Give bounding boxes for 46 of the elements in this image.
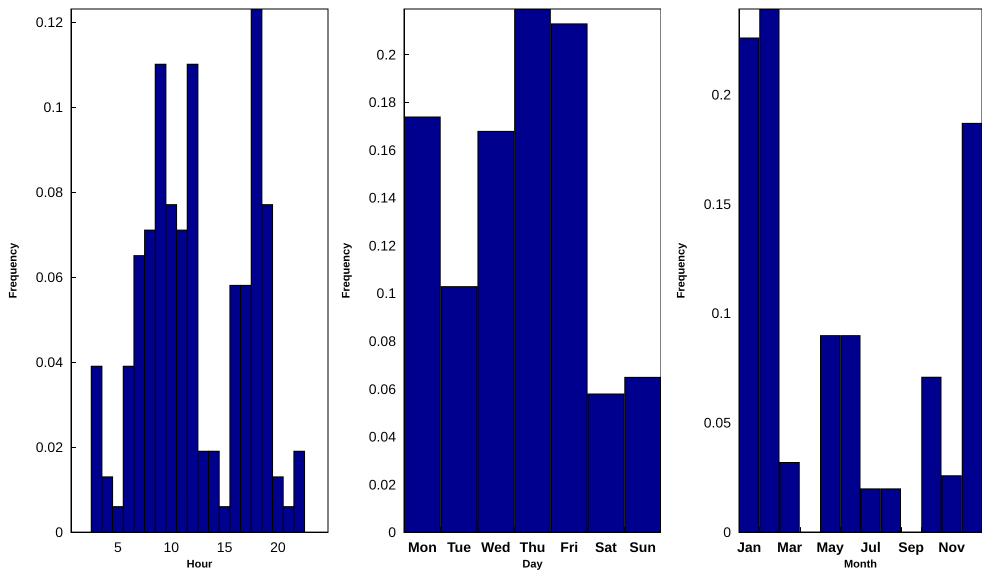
x-tick-label: 20 xyxy=(270,539,286,556)
y-tick-label: 0.02 xyxy=(368,476,396,492)
x-tick-label: Jan xyxy=(737,539,762,556)
y-tick-label: 0.08 xyxy=(36,184,64,200)
x-tick-label: Sep xyxy=(898,539,924,556)
x-tick-label: Fri xyxy=(560,539,578,556)
y-tick-label: 0 xyxy=(55,524,64,540)
x-tick-label: Mar xyxy=(777,539,803,556)
y-tick-label: 0.06 xyxy=(368,380,396,397)
x-tick-label: Thu xyxy=(520,539,546,556)
y-tick-label: 0.15 xyxy=(704,196,732,212)
x-axis-title: Day xyxy=(522,558,544,570)
x-tick-label: 15 xyxy=(216,539,233,556)
y-axis-title: Frequency xyxy=(340,242,352,298)
x-tick-label: Nov xyxy=(938,539,966,556)
x-tick-label: Jul xyxy=(860,539,881,556)
y-tick-label: 0.04 xyxy=(36,354,64,370)
y-tick-label: 0.2 xyxy=(712,86,732,102)
y-tick-label: 0.04 xyxy=(368,428,396,445)
x-axis-title: Month xyxy=(844,558,878,570)
y-tick-label: 0.08 xyxy=(368,333,396,350)
y-tick-label: 0.14 xyxy=(368,190,396,206)
y-tick-label: 0.1 xyxy=(376,285,396,302)
y-tick-label: 0.12 xyxy=(36,14,64,30)
x-tick-label: Tue xyxy=(447,539,472,556)
y-axis-title: Frequency xyxy=(8,242,20,298)
x-tick-label: 5 xyxy=(114,539,122,556)
x-tick-label: 10 xyxy=(163,539,180,556)
x-tick-label: Mon xyxy=(408,539,437,556)
y-tick-label: 0.2 xyxy=(376,46,396,62)
y-tick-label: 0 xyxy=(388,524,396,540)
y-tick-label: 0.02 xyxy=(36,439,64,456)
x-axis-title: Hour xyxy=(186,558,214,570)
y-tick-label: 0.12 xyxy=(368,237,396,254)
y-tick-label: 0.06 xyxy=(36,268,64,285)
y-tick-label: 0.1 xyxy=(44,98,64,115)
x-tick-label: Sat xyxy=(595,539,618,556)
y-tick-label: 0.05 xyxy=(704,414,732,431)
y-tick-label: 0.18 xyxy=(368,94,396,110)
y-tick-label: 0.16 xyxy=(368,142,396,158)
y-tick-label: 0.1 xyxy=(712,305,732,322)
y-axis-title: Frequency xyxy=(676,242,688,298)
x-tick-label: Sun xyxy=(629,539,656,556)
y-tick-label: 0 xyxy=(723,524,732,540)
x-tick-label: May xyxy=(816,539,844,556)
x-tick-label: Wed xyxy=(481,539,510,556)
